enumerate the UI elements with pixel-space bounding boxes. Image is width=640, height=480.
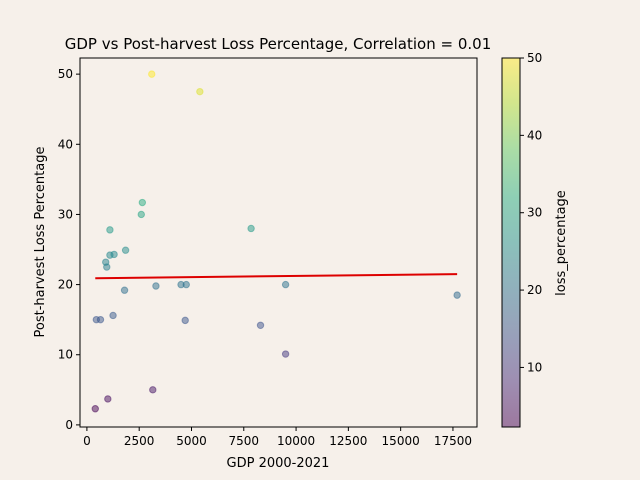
data-point-8	[181, 316, 189, 325]
y-tick-label: 20	[58, 278, 73, 292]
x-tick-label: 10000	[277, 434, 315, 448]
plot-area	[80, 58, 477, 427]
data-point-20	[121, 246, 130, 254]
x-tick-label: 5000	[176, 434, 207, 448]
y-axis: 0 10 20 30 40 50	[58, 67, 80, 432]
x-tick-label: 17500	[434, 434, 472, 448]
data-point-19	[110, 250, 118, 259]
colorbar-tick-label: 50	[527, 51, 542, 65]
data-point-25	[196, 87, 204, 96]
colorbar-tick-label: 40	[527, 128, 542, 142]
y-tick-label: 10	[58, 348, 73, 362]
x-tick-label: 0	[83, 434, 91, 448]
x-axis-label: GDP 2000-2021	[227, 456, 330, 471]
data-point-9	[109, 311, 117, 320]
x-axis: 0 2500 5000 7500 10000 12500 15000 17500	[83, 427, 472, 448]
data-point-2	[104, 395, 112, 403]
colorbar-tick-label: 10	[527, 360, 542, 374]
plot-frame	[79, 57, 478, 428]
data-point-15	[281, 280, 290, 289]
trendline-layer	[95, 273, 458, 280]
data-point-3	[149, 386, 157, 394]
chart-title: GDP vs Post-harvest Loss Percentage, Cor…	[65, 35, 491, 53]
data-point-1	[91, 405, 99, 413]
data-point-21	[106, 226, 114, 234]
data-point-11	[120, 286, 129, 294]
colorbar-label: loss_percentage	[554, 190, 569, 296]
points-layer	[91, 70, 461, 413]
data-point-7	[96, 315, 105, 324]
data-point-12	[152, 282, 160, 290]
y-axis-label: Post-harvest Loss Percentage	[33, 147, 48, 338]
colorbar	[501, 57, 521, 428]
y-tick-label: 40	[58, 137, 73, 151]
data-point-24	[138, 198, 147, 207]
data-point-26	[148, 70, 156, 78]
data-point-14	[182, 280, 190, 289]
data-point-17	[102, 258, 110, 266]
colorbar-tick-label: 30	[527, 206, 542, 220]
y-tick-label: 50	[58, 67, 73, 81]
data-point-10	[453, 291, 461, 299]
y-tick-label: 30	[58, 207, 73, 221]
x-tick-label: 15000	[382, 434, 420, 448]
data-point-5	[256, 321, 265, 329]
x-tick-label: 12500	[329, 434, 367, 448]
data-point-22	[247, 224, 255, 233]
colorbar-axis: 10 20 30 40 50	[520, 51, 542, 374]
y-tick-label: 0	[65, 418, 73, 432]
x-tick-label: 7500	[229, 434, 260, 448]
data-point-23	[137, 210, 145, 219]
colorbar-tick-label: 20	[527, 283, 542, 297]
trendline	[95, 273, 458, 280]
data-point-4	[281, 350, 290, 358]
x-tick-label: 2500	[124, 434, 155, 448]
